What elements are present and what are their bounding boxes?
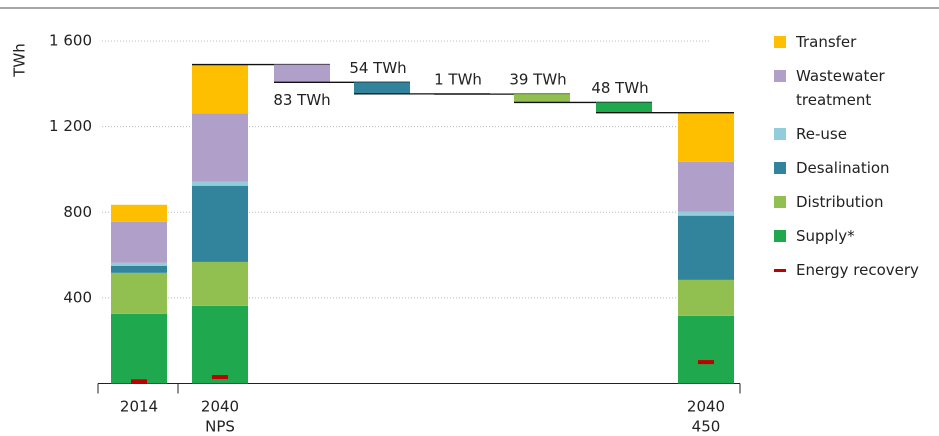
x-tick-label: 450 xyxy=(692,418,721,436)
legend-swatch xyxy=(774,162,786,174)
bar-segment xyxy=(678,161,734,212)
legend-item: Wastewater treatment xyxy=(772,64,926,112)
x-tick-label: 2040 xyxy=(201,398,239,416)
y-tick-label: 1 600 xyxy=(49,32,92,50)
y-axis-label: TWh xyxy=(11,43,29,78)
legend-label: Energy recovery xyxy=(796,261,919,279)
data-label: 48 TWh xyxy=(591,79,648,97)
x-tick-label: 2014 xyxy=(120,398,158,416)
y-tick-label: 1 200 xyxy=(49,117,92,135)
y-tick-label: 800 xyxy=(63,203,92,221)
legend-item: Desalination xyxy=(772,156,926,180)
legend-item: Supply* xyxy=(772,224,926,248)
legend-item: Re-use xyxy=(772,122,926,146)
bar-segment xyxy=(111,265,167,273)
energy-recovery-marker xyxy=(212,375,228,380)
legend-item: Energy recovery xyxy=(772,258,926,282)
bar-segment xyxy=(111,262,167,266)
data-label: 39 TWh xyxy=(509,71,566,89)
bar-segment xyxy=(111,221,167,263)
bar-segment xyxy=(192,261,248,306)
data-label: 54 TWh xyxy=(349,59,406,77)
legend-label: Transfer xyxy=(796,33,857,51)
legend-label: Wastewater treatment xyxy=(796,67,885,109)
bar-segment xyxy=(111,313,167,384)
legend-label: Supply* xyxy=(796,227,855,245)
waterfall-step xyxy=(354,82,410,94)
legend-swatch xyxy=(774,269,786,272)
bar-segment xyxy=(678,211,734,216)
data-label: 83 TWh xyxy=(273,91,330,109)
x-tick-label: 2040 xyxy=(687,398,725,416)
legend-swatch xyxy=(774,128,786,140)
bar-segment xyxy=(192,305,248,384)
energy-recovery-marker xyxy=(698,360,714,365)
bar-segment xyxy=(111,204,167,222)
bar-segment xyxy=(192,185,248,262)
legend-swatch xyxy=(774,230,786,242)
legend-label: Desalination xyxy=(796,159,890,177)
legend: Transfer Wastewater treatment Re-use Desali… xyxy=(772,30,937,292)
energy-recovery-marker xyxy=(131,379,147,384)
legend-swatch xyxy=(774,196,786,208)
waterfall-step xyxy=(514,94,570,103)
bar-segment xyxy=(111,272,167,314)
legend-swatch xyxy=(774,70,786,82)
legend-label: Re-use xyxy=(796,125,847,143)
bar-segment xyxy=(678,315,734,384)
legend-swatch xyxy=(774,36,786,48)
bar-segment xyxy=(192,113,248,182)
legend-label: Distribution xyxy=(796,193,884,211)
bar-segment xyxy=(192,64,248,114)
y-tick-label: 400 xyxy=(63,288,92,306)
bar-segment xyxy=(678,279,734,316)
x-tick-label: NPS xyxy=(205,418,235,436)
data-label: 1 TWh xyxy=(434,70,482,88)
waterfall-step xyxy=(596,102,652,113)
bar-segment xyxy=(678,112,734,162)
legend-item: Distribution xyxy=(772,190,926,214)
bar-segment xyxy=(192,181,248,186)
bar-segment xyxy=(678,215,734,280)
waterfall-step xyxy=(274,64,330,83)
legend-item: Transfer xyxy=(772,30,926,54)
